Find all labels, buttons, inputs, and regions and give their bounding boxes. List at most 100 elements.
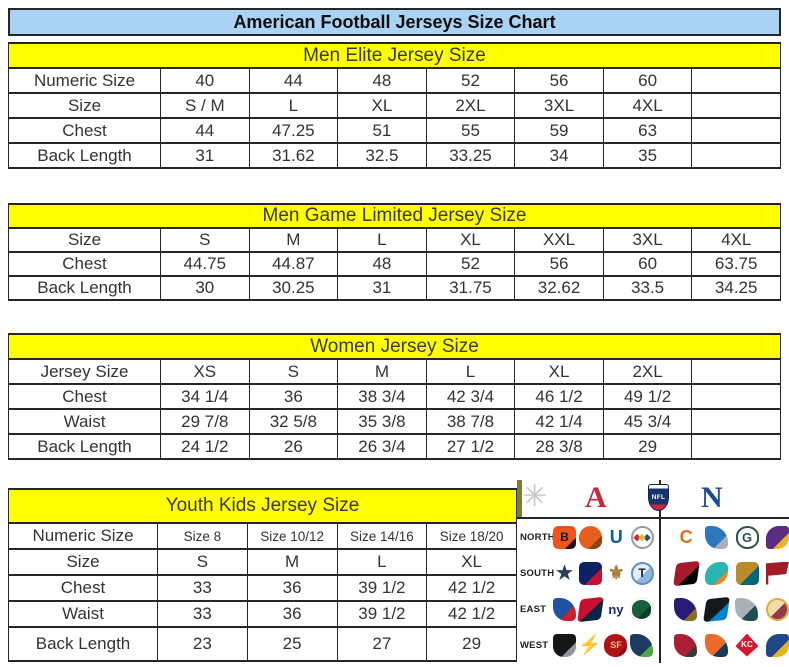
table-row: Back Length 23 25 27 29: [8, 626, 517, 662]
size-cell: 45 3/4: [602, 408, 693, 435]
size-cell: [691, 67, 781, 94]
size-cell: M: [246, 548, 338, 576]
texans-logo: [578, 561, 602, 585]
division-label: WEST: [520, 639, 549, 651]
size-cell: 31: [160, 142, 250, 169]
size-table-women: Women Jersey Size Jersey Size XS S M L XL 2XL Ch…: [8, 333, 781, 460]
row-label: Chest: [8, 383, 161, 410]
table-row: Waist 29 7/8 32 5/8 35 3/8 38 7/8 42 1/4 45 3/…: [8, 408, 781, 435]
size-cell: [691, 117, 781, 144]
size-cell: 44.87: [248, 251, 339, 277]
panel-horizontal-divider: [517, 517, 789, 519]
size-cell: [691, 408, 781, 435]
panel-edge-strip: [517, 480, 522, 517]
size-cell: 3XL: [602, 227, 693, 253]
size-cell: M: [337, 358, 427, 385]
starburst-icon: ✳: [522, 480, 548, 513]
conference-logos-row: ✳ A NFL N: [517, 480, 789, 517]
division-row-north: NORTH B U ◆ C G: [517, 519, 789, 555]
table-row: Back Length 24 1/2 26 26 3/4 27 1/2 28 3/8 29: [8, 433, 781, 460]
table-row: Numeric Size Size 8 Size 10/12 Size 14/16 Si…: [8, 522, 517, 550]
size-cell: 44: [248, 67, 339, 94]
size-cell: L: [336, 548, 428, 576]
size-cell: 28 3/8: [514, 433, 604, 460]
size-cell: 42 1/4: [514, 408, 604, 435]
table-row: Numeric Size 40 44 48 52 56 60: [8, 67, 781, 94]
size-cell: 33.5: [602, 275, 693, 301]
table-row: Jersey Size XS S M L XL 2XL: [8, 358, 781, 385]
table-row: Size S M L XL XXL 3XL 4XL: [8, 227, 781, 253]
size-cell: 24 1/2: [160, 433, 250, 460]
jaguars-logo: [735, 561, 759, 585]
size-cell: 49 1/2: [602, 383, 693, 410]
section-header-men-game-limited: Men Game Limited Jersey Size: [8, 203, 781, 229]
men-elite-size-table-section: Men Elite Jersey Size Numeric Size 40 44 48 5…: [8, 42, 781, 169]
size-cell: XL: [514, 358, 604, 385]
panthers-logo: [703, 596, 730, 622]
afc-south-logos: ★ ⚜ T: [553, 561, 654, 585]
cowboys-logo: ★: [555, 562, 574, 584]
row-label: Back Length: [8, 626, 158, 662]
falcons-logo: [672, 560, 700, 586]
men-game-limited-size-table-section: Men Game Limited Jersey Size Size S M L XL XXL…: [8, 203, 781, 301]
size-cell: 36: [246, 574, 338, 602]
size-cell: 40: [160, 67, 250, 94]
buccaneers-logo: [766, 561, 789, 585]
size-cell: 44: [160, 117, 250, 144]
size-cell: 42 1/2: [426, 574, 517, 602]
size-cell: 32.5: [337, 142, 427, 169]
row-label: Waist: [8, 408, 161, 435]
nfc-south-logos: [672, 560, 789, 586]
size-cell: [691, 92, 781, 119]
row-label: Chest: [8, 251, 161, 277]
size-cell: XXL: [514, 227, 604, 253]
size-cell: 26: [248, 433, 339, 460]
row-label: Waist: [8, 600, 158, 628]
size-cell: 29: [602, 433, 693, 460]
patriots-logo: [576, 596, 604, 622]
size-cell: Size 14/16: [336, 522, 428, 550]
size-cell: 4XL: [602, 92, 693, 119]
nfc-east-logos: [674, 596, 789, 622]
dolphins-logo: [705, 561, 729, 585]
size-cell: 56: [514, 67, 604, 94]
broncos-logo: [704, 633, 728, 657]
size-cell: 39 1/2: [336, 574, 428, 602]
cardinals-logo: [674, 633, 698, 657]
size-cell: 35 3/8: [337, 408, 427, 435]
size-cell: 38 7/8: [425, 408, 516, 435]
chiefs-logo: KC: [735, 633, 759, 657]
size-cell: 25: [246, 626, 338, 662]
nfc-logo-icon: N: [701, 481, 723, 514]
size-cell: 23: [157, 626, 248, 662]
size-cell: 38 3/4: [337, 383, 427, 410]
table-row: Back Length 30 30.25 31 31.75 32.62 33.5 34.25: [8, 275, 781, 301]
row-label: Back Length: [8, 275, 161, 301]
size-cell: 44.75: [160, 251, 250, 277]
eagles-logo: [735, 597, 759, 621]
row-label: Numeric Size: [8, 522, 158, 550]
row-label: Chest: [8, 574, 158, 602]
size-cell: 30.25: [248, 275, 339, 301]
size-cell: 36: [248, 383, 339, 410]
size-cell: [691, 142, 781, 169]
row-label: Back Length: [8, 142, 161, 169]
section-header-women: Women Jersey Size: [8, 333, 781, 360]
browns-logo: [578, 525, 602, 549]
division-row-east: EAST ny: [517, 591, 789, 627]
size-table-men-game-limited: Men Game Limited Jersey Size Size S M L XL XXL…: [8, 203, 781, 301]
size-cell: 48: [337, 67, 427, 94]
row-label: Size: [8, 227, 161, 253]
steelers-logo: ◆: [630, 525, 654, 549]
raiders-logo: [552, 633, 576, 657]
redskins-logo: [765, 597, 789, 621]
size-cell: 31: [337, 275, 427, 301]
size-cell: [691, 383, 781, 410]
size-cell: 52: [425, 67, 516, 94]
size-cell: 34 1/4: [160, 383, 250, 410]
women-size-table-section: Women Jersey Size Jersey Size XS S M L XL 2XL Ch…: [8, 333, 781, 460]
size-cell: 27: [336, 626, 428, 662]
afc-nfc-divider: [659, 480, 661, 663]
size-table-men-elite: Men Elite Jersey Size Numeric Size 40 44 48 5…: [8, 42, 781, 169]
size-cell: Size 8: [157, 522, 248, 550]
